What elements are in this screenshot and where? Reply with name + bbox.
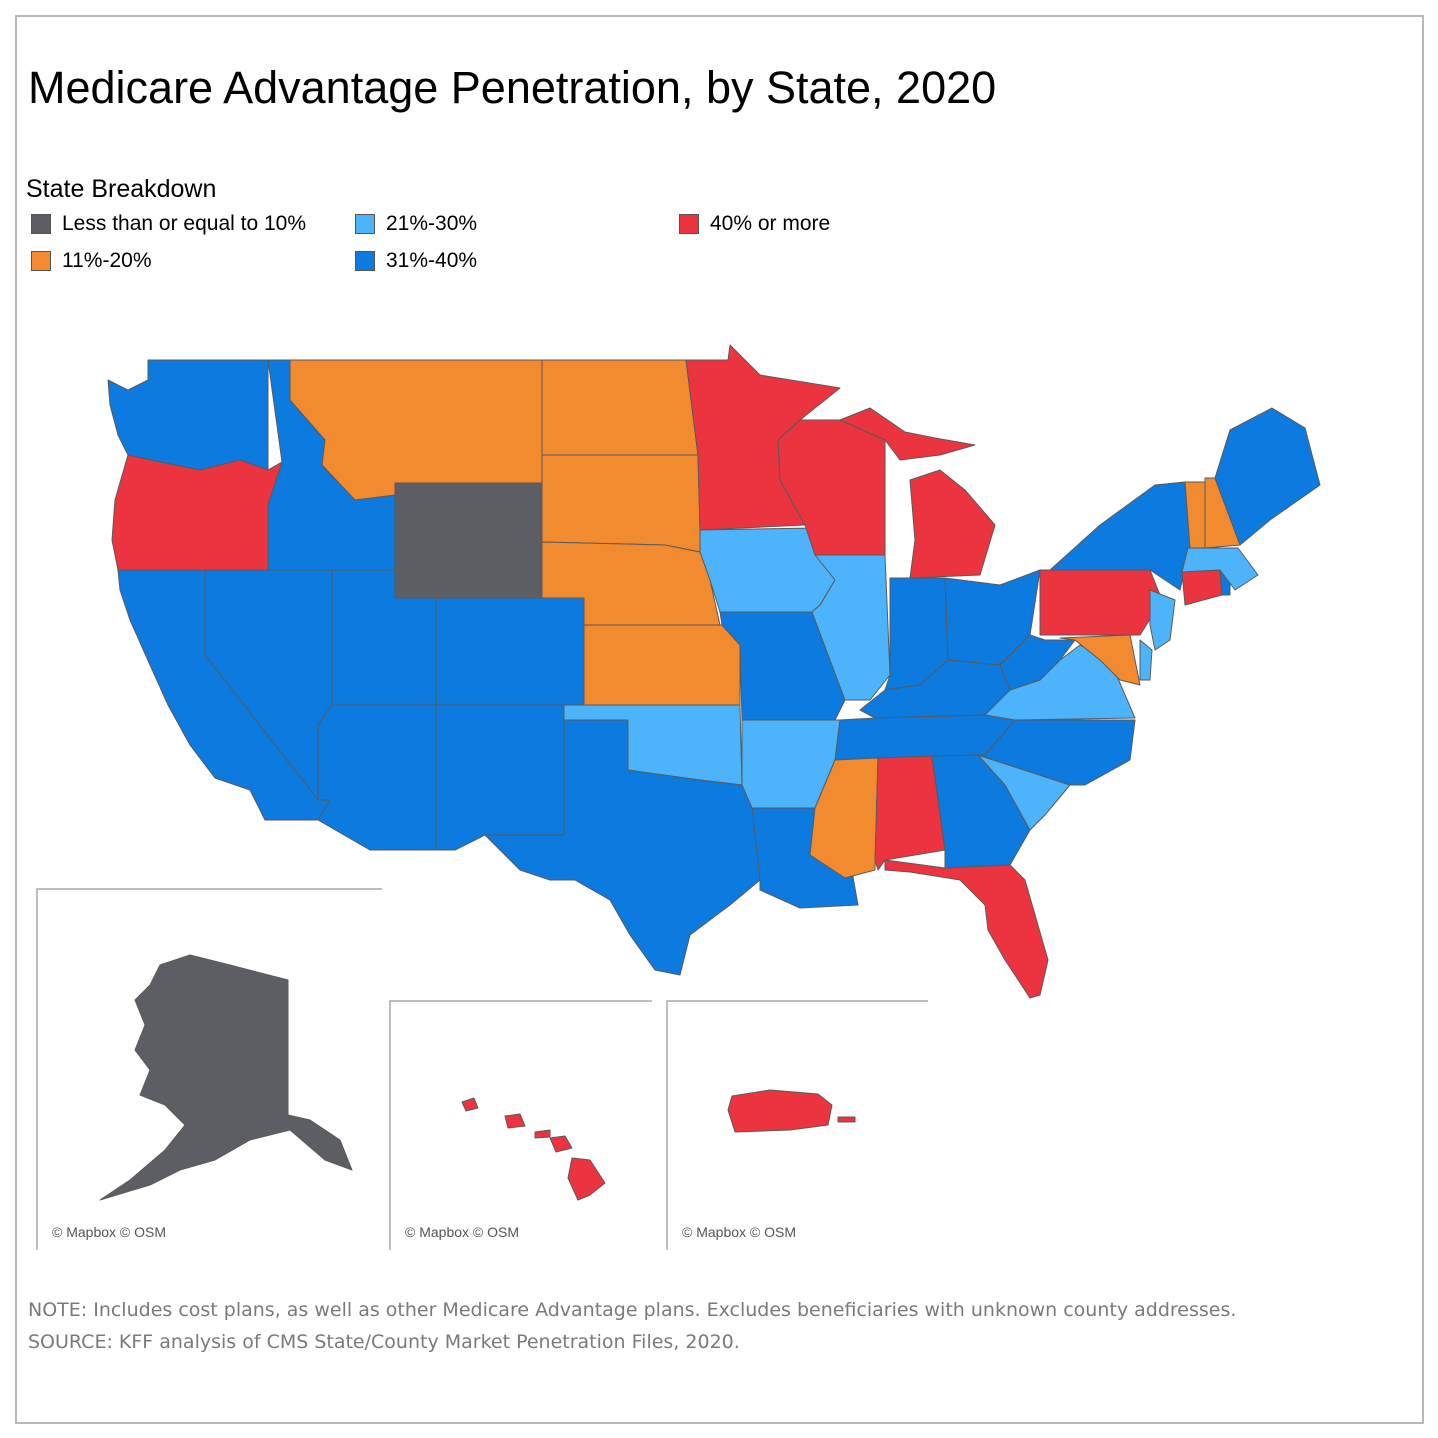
attribution-hawaii: © Mapbox © OSM <box>405 1224 519 1240</box>
state-WV[interactable] <box>999 634 1076 691</box>
state-NM[interactable] <box>435 704 565 851</box>
legend-item-1[interactable]: 11%-20% <box>31 249 152 273</box>
inset-frame-alaska <box>36 888 382 1250</box>
inset-frame-puerto-rico <box>666 1000 928 1250</box>
state-HI-kauai[interactable] <box>461 1097 479 1112</box>
state-CT[interactable] <box>1181 569 1223 606</box>
state-TX[interactable] <box>484 719 761 976</box>
state-PR-vieques[interactable] <box>837 1116 856 1123</box>
state-PR[interactable] <box>727 1089 833 1133</box>
legend-label-0: Less than or equal to 10% <box>62 212 307 235</box>
legend-label-1: 11%-20% <box>62 249 152 272</box>
state-PA[interactable] <box>1039 569 1163 636</box>
attribution-alaska: © Mapbox © OSM <box>52 1224 166 1240</box>
state-HI-big[interactable] <box>567 1157 606 1201</box>
legend-label-3: 31%-40% <box>386 249 478 272</box>
state-HI-maui[interactable] <box>549 1135 573 1153</box>
chart-frame <box>15 15 1424 1424</box>
state-AK[interactable] <box>99 954 353 1201</box>
legend-swatch-0 <box>31 214 51 234</box>
state-MD[interactable] <box>1059 634 1141 686</box>
legend-item-0[interactable]: Less than or equal to 10% <box>31 212 306 236</box>
state-MI-UP[interactable] <box>839 407 976 461</box>
chart-title: Medicare Advantage Penetration, by State… <box>28 62 997 113</box>
state-MA[interactable] <box>1181 547 1259 591</box>
state-IL[interactable] <box>811 554 891 701</box>
source-text: SOURCE: KFF analysis of CMS State/County… <box>28 1331 740 1353</box>
state-CO[interactable] <box>435 597 585 706</box>
state-WY[interactable] <box>394 482 543 599</box>
state-DE[interactable] <box>1139 639 1153 681</box>
state-MI[interactable] <box>909 469 996 579</box>
state-AZ[interactable] <box>317 704 437 851</box>
state-HI-oahu[interactable] <box>504 1113 526 1129</box>
legend-item-3[interactable]: 31%-40% <box>355 249 477 273</box>
state-KS[interactable] <box>583 624 741 706</box>
state-ND[interactable] <box>541 359 699 456</box>
legend-title: State Breakdown <box>26 175 217 203</box>
state-NJ[interactable] <box>1149 589 1176 651</box>
legend-swatch-4 <box>679 214 699 234</box>
note-text: NOTE: Includes cost plans, as well as ot… <box>28 1299 1237 1321</box>
attribution-puerto-rico: © Mapbox © OSM <box>682 1224 796 1240</box>
legend-swatch-1 <box>31 251 51 271</box>
state-NC[interactable] <box>977 719 1136 786</box>
inset-frame-hawaii <box>389 1000 652 1250</box>
state-OR[interactable] <box>111 454 283 571</box>
legend-label-2: 21%-30% <box>386 212 478 235</box>
legend-item-4[interactable]: 40% or more <box>679 212 830 236</box>
legend-item-2[interactable]: 21%-30% <box>355 212 477 236</box>
legend-swatch-3 <box>355 251 375 271</box>
legend-label-4: 40% or more <box>710 212 831 235</box>
state-WA[interactable] <box>107 359 269 471</box>
state-FL[interactable] <box>884 859 1049 999</box>
state-SD[interactable] <box>541 454 701 553</box>
legend-swatch-2 <box>355 214 375 234</box>
state-HI-molokai[interactable] <box>534 1129 551 1139</box>
state-ME[interactable] <box>1214 407 1321 546</box>
